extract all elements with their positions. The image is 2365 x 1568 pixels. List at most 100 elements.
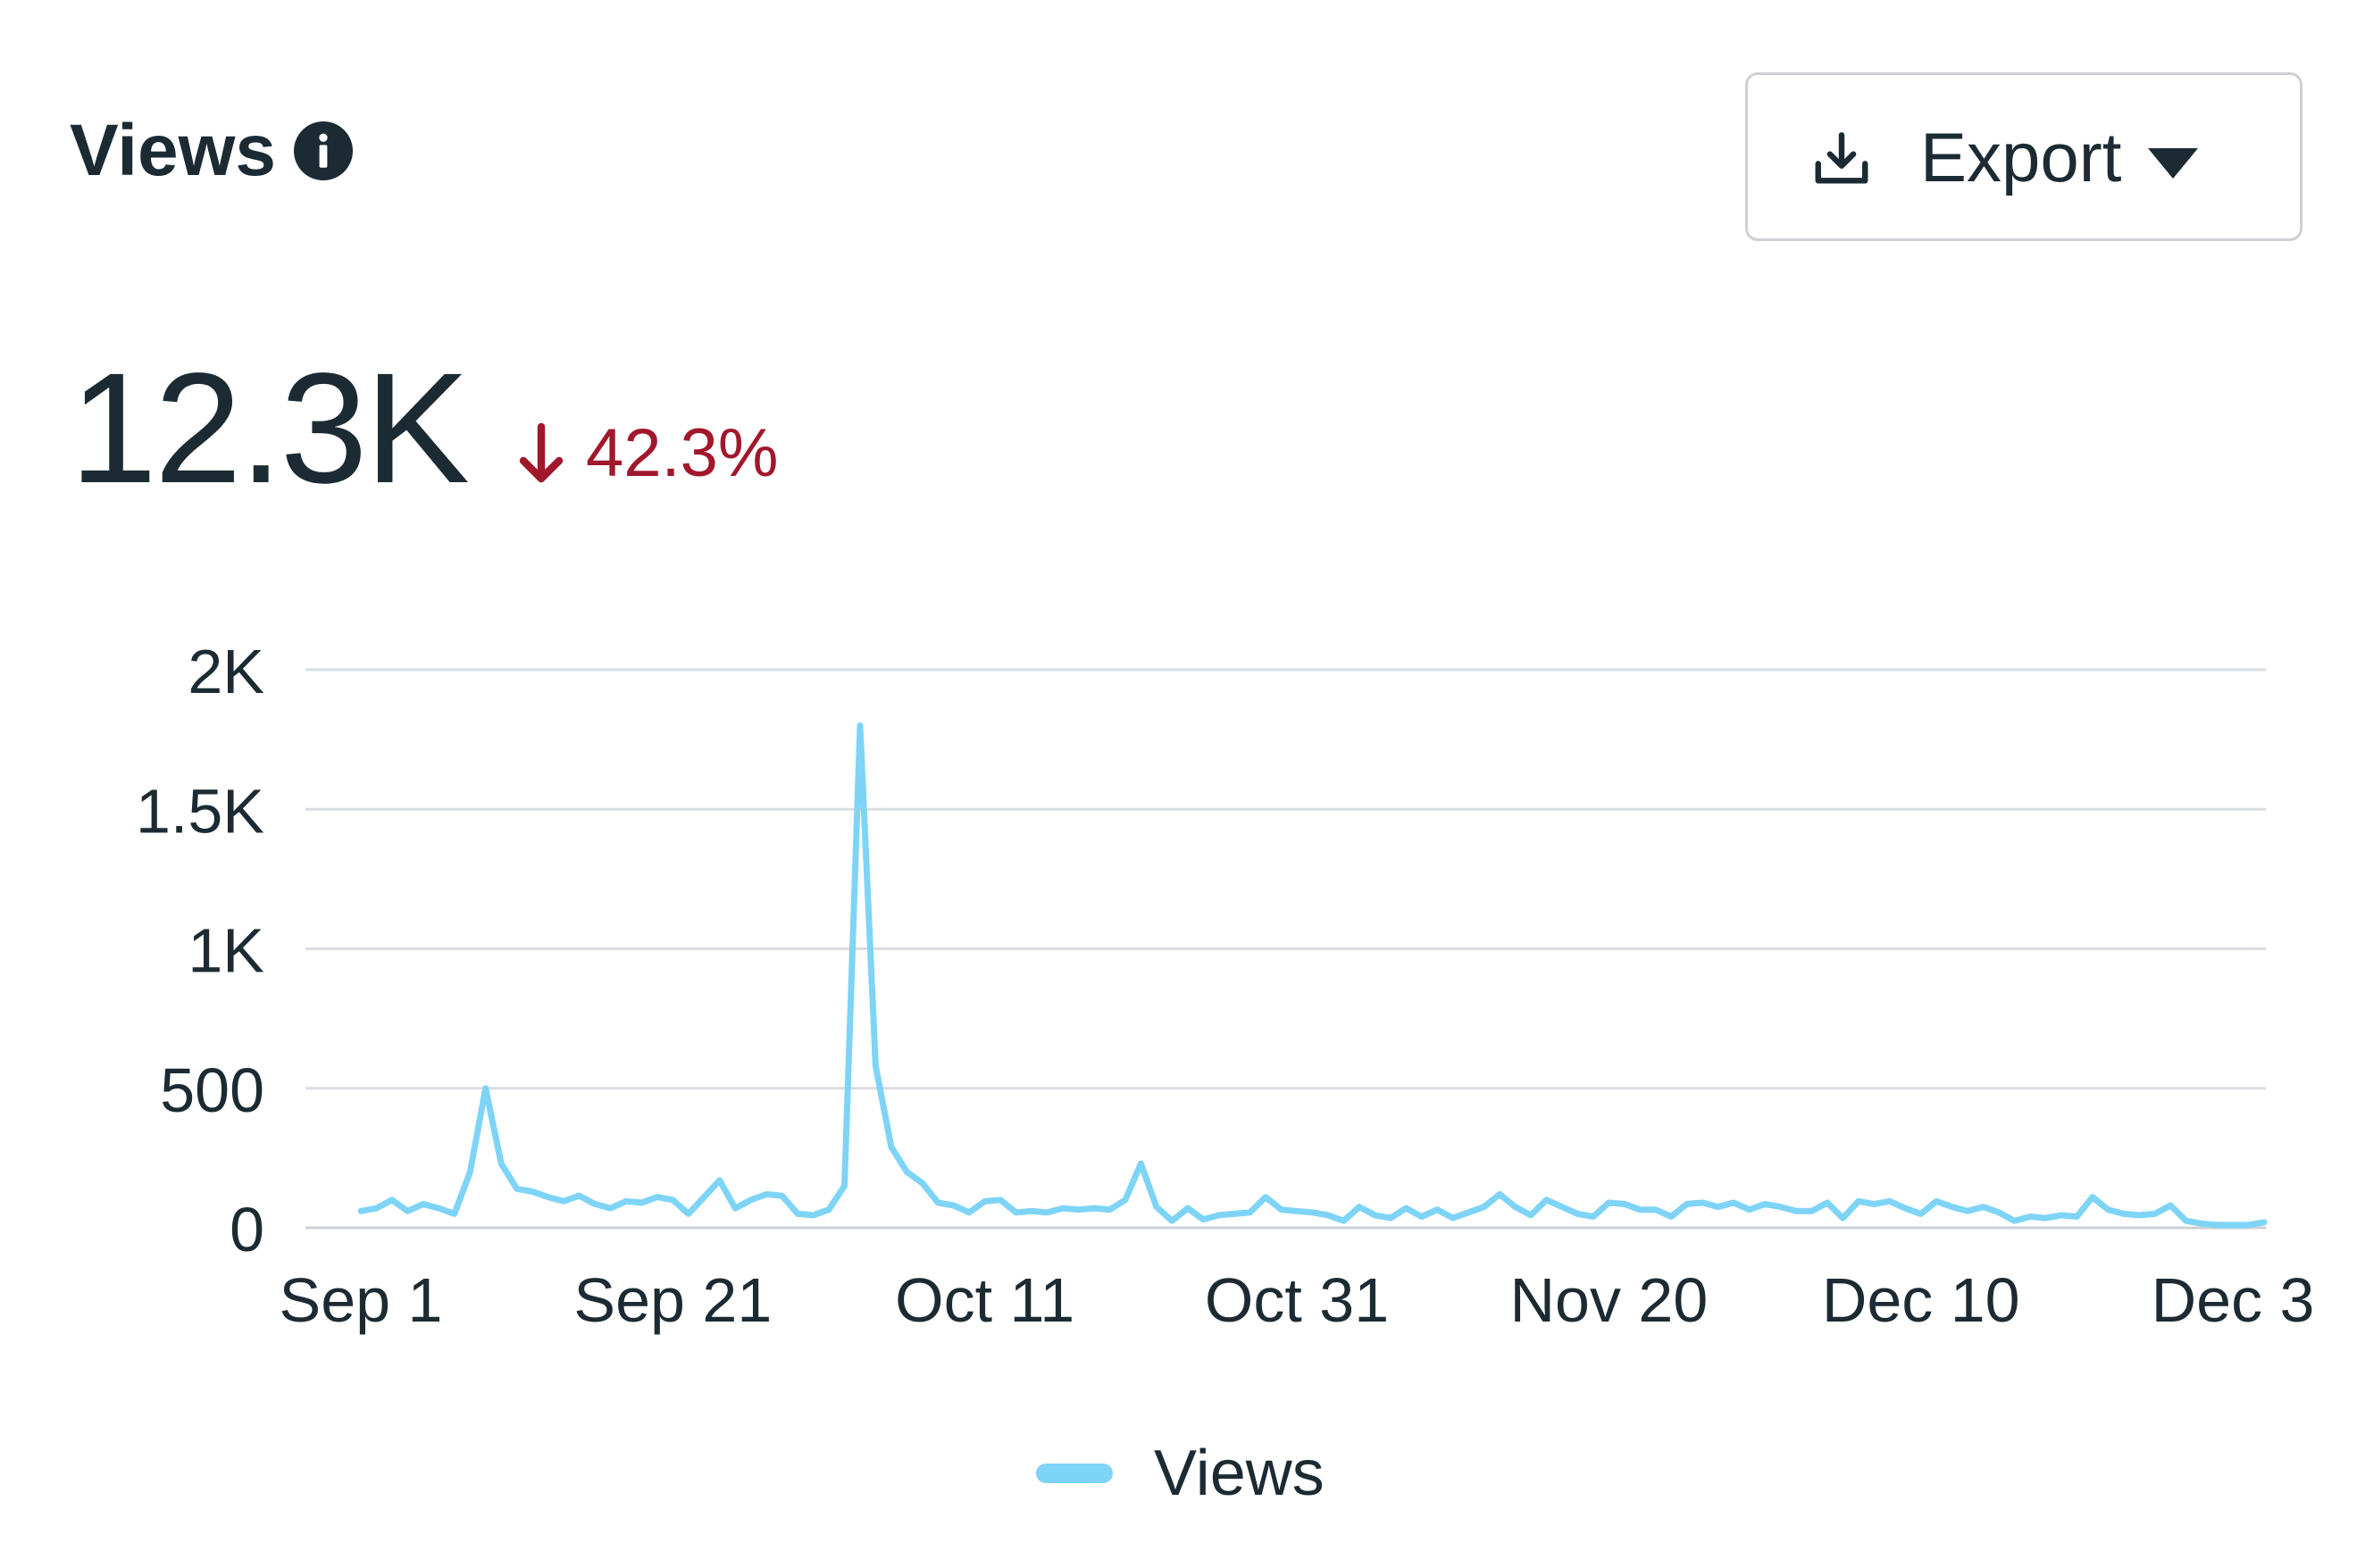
data-point: [811, 1213, 816, 1218]
arrow-down-icon: [519, 422, 564, 483]
data-point: [1045, 1210, 1050, 1215]
data-point: [1918, 1211, 1924, 1216]
data-point: [421, 1201, 426, 1206]
data-point: [686, 1211, 691, 1216]
x-tick-label: Oct 31: [1205, 1265, 1389, 1335]
data-point: [577, 1193, 582, 1198]
data-point: [1248, 1210, 1253, 1215]
data-point: [655, 1195, 660, 1200]
kpi-change-percent: 42.3%: [586, 415, 779, 491]
data-point: [701, 1195, 706, 1200]
data-point: [1622, 1201, 1627, 1206]
data-point: [1232, 1211, 1237, 1216]
data-point: [1747, 1207, 1752, 1213]
kpi-change: 42.3%: [516, 420, 779, 488]
data-point: [826, 1207, 832, 1213]
data-point: [873, 1063, 878, 1069]
legend-swatch: [1036, 1464, 1113, 1483]
data-point: [1965, 1208, 1970, 1214]
x-tick-label: Sep 1: [280, 1265, 443, 1335]
data-point: [561, 1198, 566, 1204]
data-point: [2059, 1213, 2064, 1218]
card-title: Views: [70, 110, 276, 191]
data-point: [904, 1170, 909, 1175]
data-point: [951, 1203, 957, 1208]
data-point: [1934, 1198, 1939, 1204]
data-point: [1559, 1205, 1565, 1210]
export-button[interactable]: Export: [1745, 72, 2302, 241]
data-point: [1169, 1218, 1174, 1223]
data-point: [1653, 1207, 1659, 1213]
data-point: [1731, 1200, 1736, 1205]
data-point: [2261, 1220, 2267, 1225]
data-point: [1513, 1205, 1518, 1210]
data-point: [389, 1197, 395, 1203]
data-point: [514, 1186, 520, 1191]
data-point: [1856, 1198, 1861, 1204]
data-point: [1950, 1205, 1955, 1210]
data-point: [2074, 1214, 2079, 1220]
data-point: [1840, 1215, 1845, 1221]
data-point: [1403, 1205, 1408, 1211]
data-point: [2090, 1195, 2095, 1200]
x-tick-label: Oct 11: [895, 1265, 1074, 1335]
data-point: [452, 1211, 457, 1216]
data-point: [1419, 1214, 1425, 1220]
y-tick-label: 2K: [188, 637, 264, 706]
data-point: [2121, 1211, 2127, 1216]
data-point: [1107, 1207, 1112, 1213]
data-point: [935, 1200, 940, 1205]
data-point: [982, 1198, 988, 1204]
y-tick-label: 1.5K: [136, 776, 264, 846]
data-point: [436, 1205, 441, 1211]
chart-grid: [305, 668, 2266, 1230]
data-point: [2012, 1218, 2018, 1223]
x-tick-label: Dec 3: [2152, 1265, 2315, 1335]
card-header: Views: [70, 114, 353, 188]
data-point: [1123, 1197, 1128, 1203]
data-point: [2027, 1214, 2033, 1220]
data-point: [1466, 1210, 1471, 1215]
y-tick-label: 500: [160, 1055, 264, 1125]
data-point: [1200, 1217, 1206, 1222]
data-point: [732, 1205, 738, 1211]
series-line-views[interactable]: [357, 722, 2268, 1229]
data-point: [2184, 1218, 2189, 1223]
data-point: [1809, 1208, 1815, 1214]
data-point: [842, 1183, 848, 1189]
chart-legend[interactable]: Views: [1036, 1441, 1325, 1505]
data-point: [483, 1086, 489, 1091]
data-point: [2136, 1213, 2142, 1218]
data-point: [1138, 1161, 1143, 1166]
data-point: [546, 1195, 551, 1200]
kpi-value: 12.3K: [70, 341, 470, 516]
data-point: [795, 1211, 800, 1216]
x-tick-label: Nov 20: [1509, 1265, 1708, 1335]
data-point: [1372, 1213, 1377, 1218]
data-point: [467, 1170, 472, 1175]
data-point: [1575, 1211, 1580, 1216]
data-point: [857, 723, 863, 729]
export-button-label: Export: [1920, 117, 2122, 196]
data-point: [1216, 1213, 1222, 1218]
data-point: [1060, 1205, 1066, 1211]
data-point: [1185, 1205, 1191, 1211]
data-point: [1637, 1207, 1642, 1213]
data-point: [1606, 1200, 1611, 1205]
data-point: [1762, 1201, 1767, 1206]
x-tick-label: Dec 10: [1822, 1265, 2020, 1335]
data-point: [1700, 1200, 1705, 1205]
data-point: [639, 1200, 644, 1205]
data-point: [1981, 1205, 1986, 1210]
info-icon[interactable]: [294, 121, 353, 180]
data-point: [966, 1210, 972, 1215]
data-point: [1684, 1201, 1690, 1206]
data-point: [1887, 1198, 1893, 1204]
data-point: [1279, 1207, 1284, 1213]
data-point: [1434, 1207, 1440, 1213]
x-axis: Sep 1 Sep 21 Oct 11 Oct 31 Nov 20 Dec 10 Dec 3: [280, 1265, 2315, 1335]
data-point: [1497, 1192, 1502, 1197]
download-icon: [1815, 132, 1868, 184]
data-point: [1544, 1197, 1550, 1203]
x-tick-label: Sep 21: [573, 1265, 772, 1335]
